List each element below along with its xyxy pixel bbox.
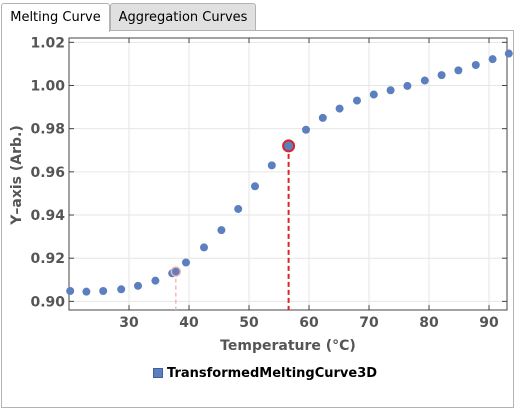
- data-point: [302, 125, 310, 134]
- x-tick-label: 40: [179, 315, 199, 331]
- data-point: [200, 243, 208, 252]
- x-tick-label: 50: [239, 315, 259, 331]
- x-tick-label: 60: [299, 315, 319, 331]
- legend-swatch: [153, 368, 163, 378]
- data-point: [454, 66, 463, 75]
- x-tick-label: 30: [119, 315, 139, 331]
- y-tick-label: 1.02: [30, 35, 65, 51]
- data-point: [403, 81, 412, 90]
- y-tick-label: 0.90: [30, 294, 65, 310]
- data-point: [471, 60, 480, 69]
- data-point: [386, 86, 395, 95]
- data-point: [420, 76, 429, 85]
- data-point: [217, 226, 226, 235]
- x-tick-label: 80: [419, 315, 439, 331]
- data-point: [117, 285, 126, 294]
- x-axis-label: Temperature (°C): [220, 338, 356, 354]
- data-point: [504, 49, 513, 58]
- data-point: [369, 90, 378, 99]
- data-point: [151, 276, 160, 285]
- data-point: [437, 71, 446, 80]
- y-tick-label: 0.96: [30, 165, 65, 181]
- secondary-marker-point: [170, 266, 182, 277]
- y-axis-label: Y–axis (Arb.): [9, 125, 25, 226]
- data-point: [353, 96, 361, 105]
- y-tick-label: 1.00: [30, 78, 65, 94]
- data-point: [318, 113, 327, 122]
- data-point: [488, 55, 497, 64]
- tab-aggregation-curves[interactable]: Aggregation Curves: [110, 3, 256, 30]
- data-point: [335, 104, 344, 113]
- data-point: [134, 281, 142, 290]
- data-point: [99, 287, 108, 296]
- legend: TransformedMeltingCurve3D: [153, 364, 377, 382]
- data-point: [234, 204, 243, 213]
- y-tick-label: 0.98: [30, 122, 65, 138]
- x-tick-label: 70: [359, 315, 379, 331]
- legend-label: TransformedMeltingCurve3D: [167, 365, 378, 381]
- data-point: [182, 258, 190, 267]
- y-tick-label: 0.94: [30, 208, 65, 224]
- data-point: [66, 287, 75, 296]
- tm-highlight-point: [282, 139, 296, 153]
- y-tick-label: 0.92: [30, 251, 65, 267]
- data-point: [251, 182, 259, 191]
- tab-melting-curve[interactable]: Melting Curve: [1, 3, 110, 32]
- data-point: [267, 161, 276, 170]
- x-tick-label: 90: [479, 315, 499, 331]
- data-point: [82, 287, 91, 296]
- tab-bar: Melting Curve Aggregation Curves: [0, 0, 516, 32]
